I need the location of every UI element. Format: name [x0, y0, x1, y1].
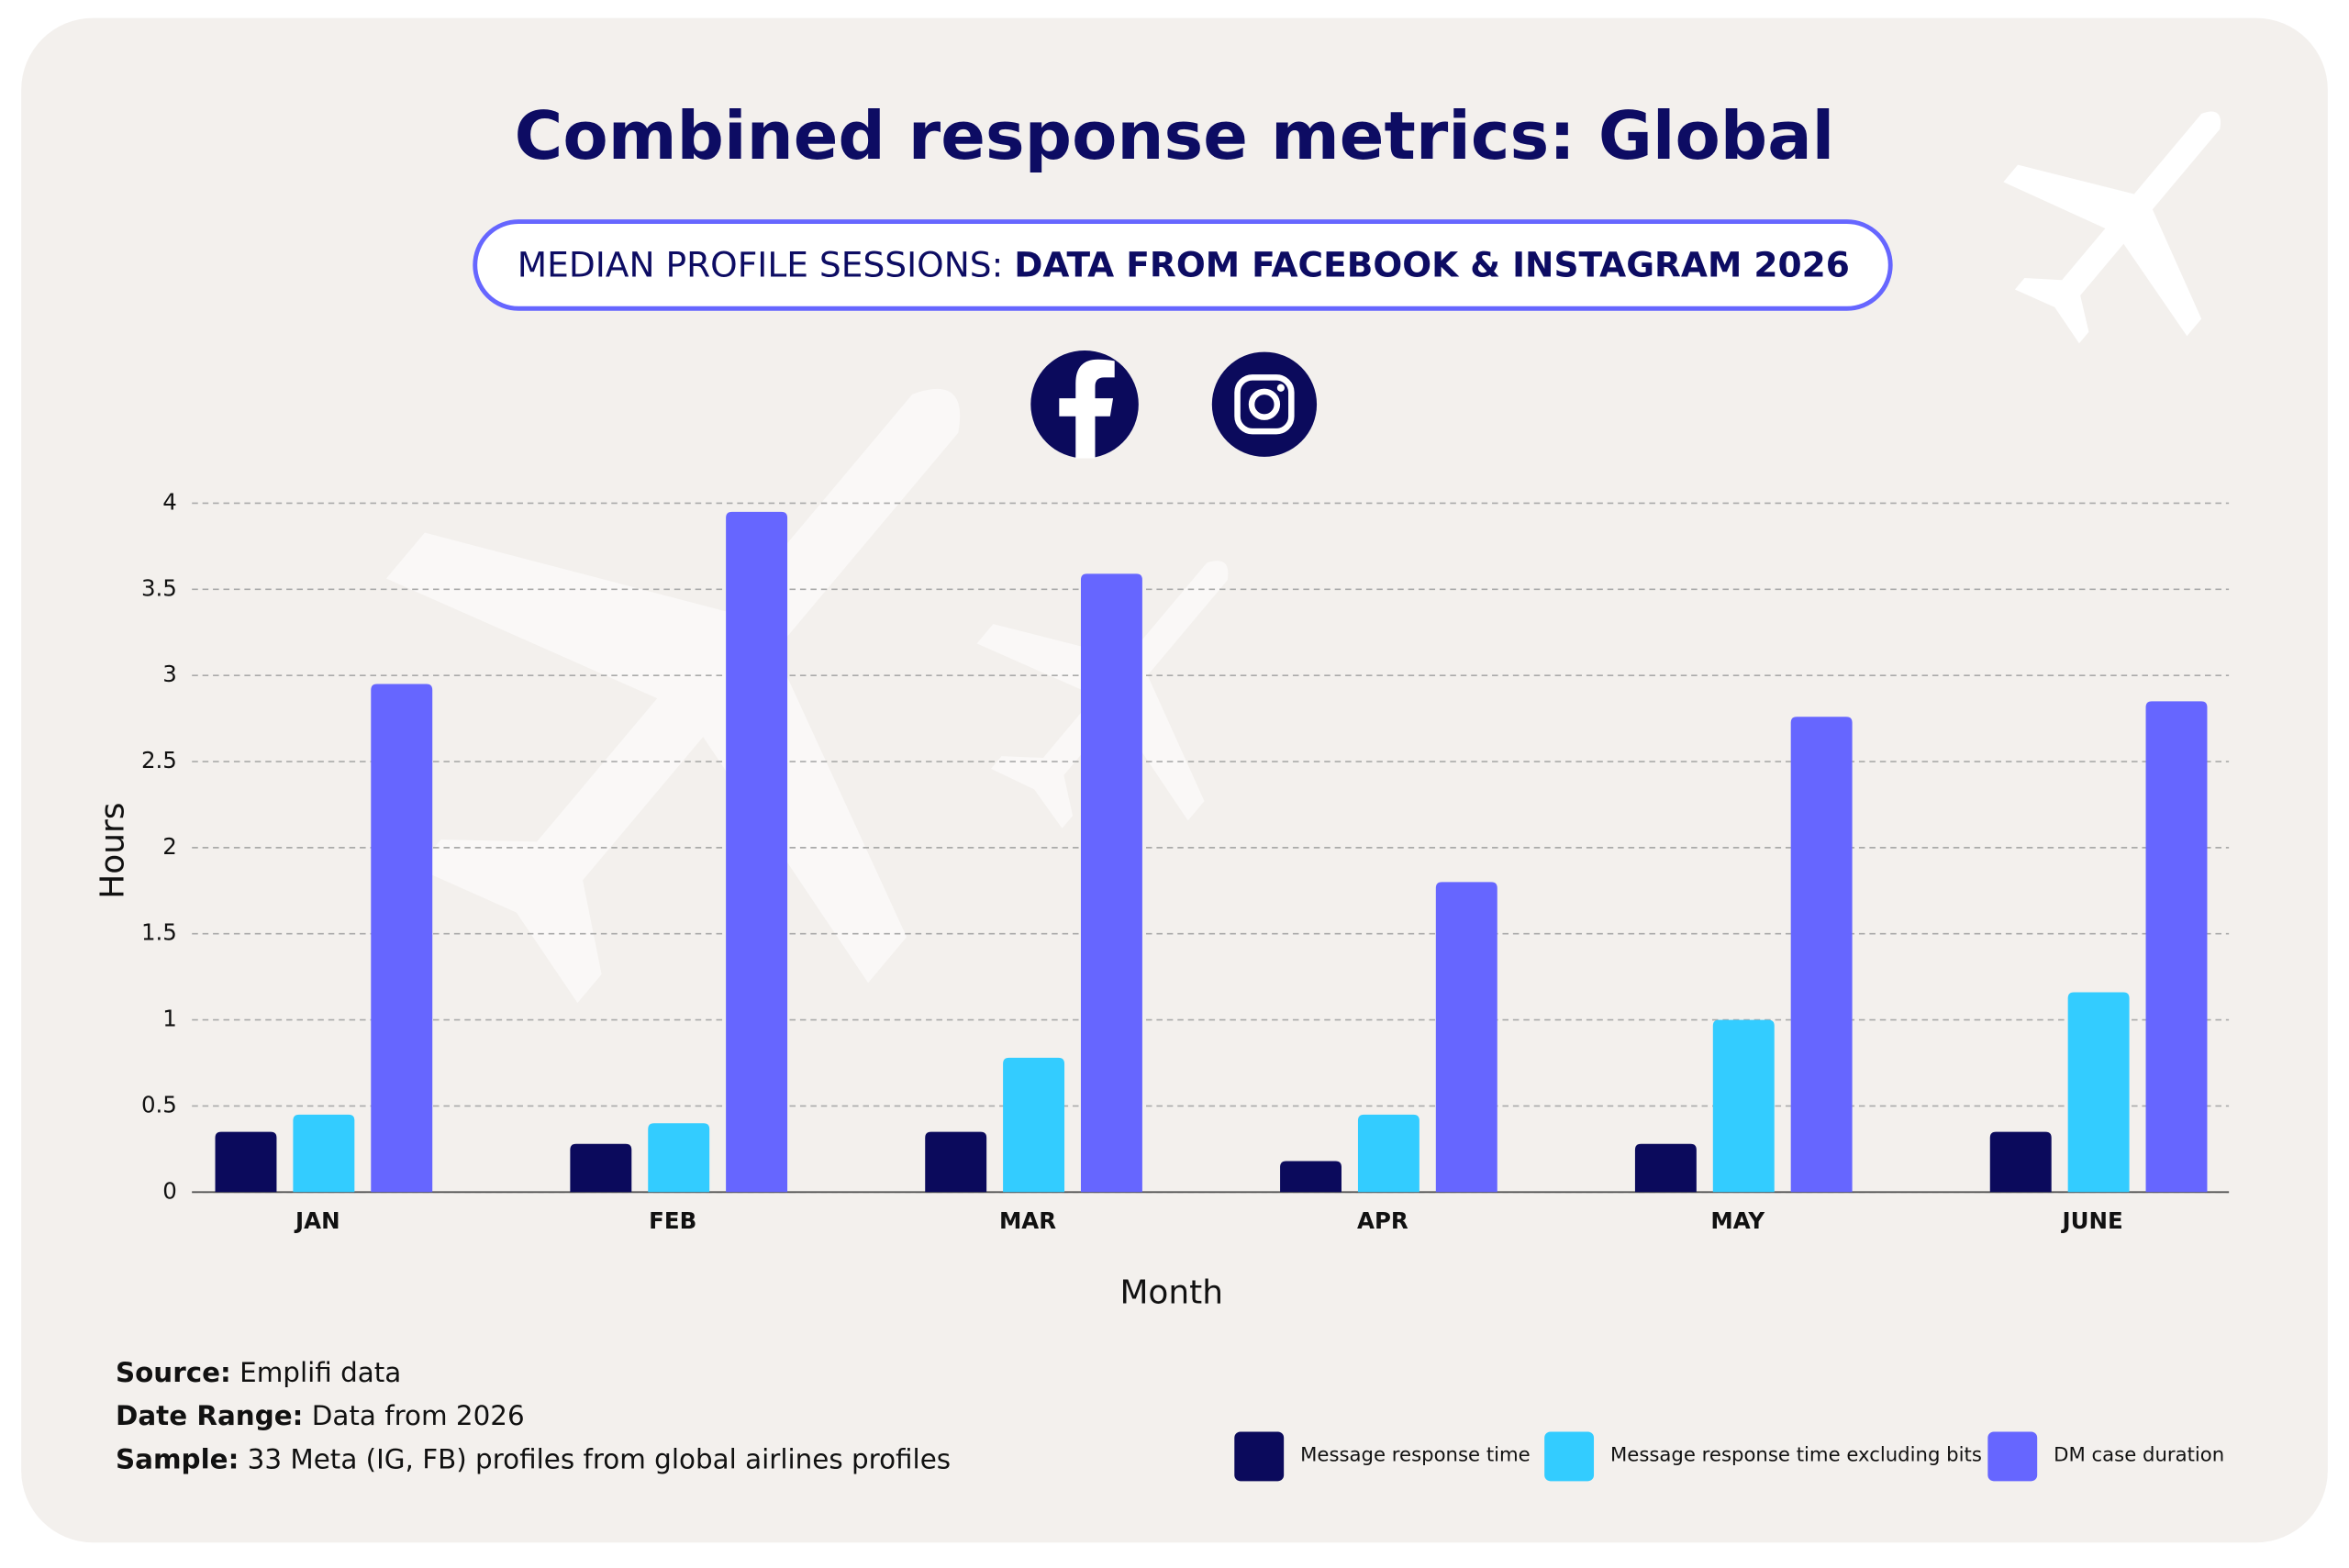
note: Sample: 33 Meta (IG, FB) profiles from g… — [116, 1443, 951, 1474]
note-text: Emplifi data — [239, 1356, 401, 1387]
legend-label: Message response time excluding bits — [1610, 1444, 1982, 1467]
bar — [1634, 1143, 1697, 1193]
x-axis-label: Month — [1119, 1273, 1223, 1311]
x-tick-label: MAR — [999, 1207, 1056, 1234]
bar — [371, 684, 433, 1193]
bar — [1280, 1161, 1341, 1193]
facebook-icon — [1030, 350, 1139, 459]
note-text: Data from 2026 — [312, 1400, 525, 1431]
chart-subtitle: MEDIAN PROFILE SESSIONS: DATA FROM FACEB… — [518, 244, 1850, 284]
x-tick-label: MAY — [1710, 1207, 1765, 1234]
bar — [293, 1114, 355, 1193]
y-tick-label: 2.5 — [141, 747, 177, 773]
x-tick-label: APR — [1357, 1207, 1408, 1234]
note: Date Range: Data from 2026 — [116, 1400, 525, 1431]
y-tick-label: 1 — [162, 1006, 177, 1032]
y-tick-label: 1.5 — [141, 919, 177, 946]
y-tick-label: 0 — [162, 1177, 177, 1204]
subtitle-bold: DATA FROM FACEBOOK & INSTAGRAM 2026 — [1014, 244, 1850, 284]
bar — [726, 511, 788, 1193]
bar — [1435, 882, 1497, 1193]
bar — [570, 1143, 632, 1193]
y-tick-label: 3.5 — [141, 574, 177, 601]
x-tick-label: JAN — [294, 1207, 340, 1234]
legend-label: Message response time — [1300, 1444, 1531, 1467]
plane-watermark — [385, 388, 961, 1004]
plane-icon — [2003, 111, 2221, 344]
legend-swatch — [1544, 1431, 1595, 1482]
note-label: Source: — [116, 1356, 231, 1387]
bar — [925, 1131, 987, 1193]
bar — [648, 1123, 710, 1193]
note: Source: Emplifi data — [116, 1356, 401, 1387]
bar — [1712, 1019, 1775, 1193]
legend-label: DM case duration — [2054, 1444, 2224, 1467]
y-tick-label: 4 — [162, 488, 177, 515]
instagram-icon — [1211, 351, 1318, 457]
bar — [1989, 1131, 2052, 1193]
notes: Source: Emplifi data Date Range: Data fro… — [116, 1356, 951, 1474]
bar — [1790, 717, 1853, 1193]
y-tick-label: 0.5 — [141, 1091, 177, 1118]
note-label: Sample: — [116, 1443, 239, 1474]
y-tick-label: 2 — [162, 833, 177, 860]
y-tick-label: 3 — [162, 661, 177, 687]
bar — [1357, 1114, 1419, 1193]
chart-title: Combined response metrics: Global — [515, 97, 1835, 174]
note-label: Date Range: — [116, 1400, 303, 1431]
bar — [1003, 1057, 1065, 1193]
legend-swatch — [1234, 1431, 1285, 1482]
legend-swatch — [1987, 1431, 2038, 1482]
subtitle-lead: MEDIAN PROFILE SESSIONS: — [518, 244, 1004, 284]
note-text: 33 Meta (IG, FB) profiles from global ai… — [248, 1443, 951, 1474]
y-axis-label: Hours — [94, 803, 131, 899]
bar — [2067, 992, 2130, 1193]
bar — [215, 1131, 277, 1193]
subtitle-pill — [473, 219, 1893, 311]
x-tick-label: FEB — [649, 1207, 696, 1234]
bar — [1080, 573, 1142, 1193]
x-tick-label: JUNE — [2061, 1207, 2123, 1234]
bar — [2145, 701, 2208, 1193]
